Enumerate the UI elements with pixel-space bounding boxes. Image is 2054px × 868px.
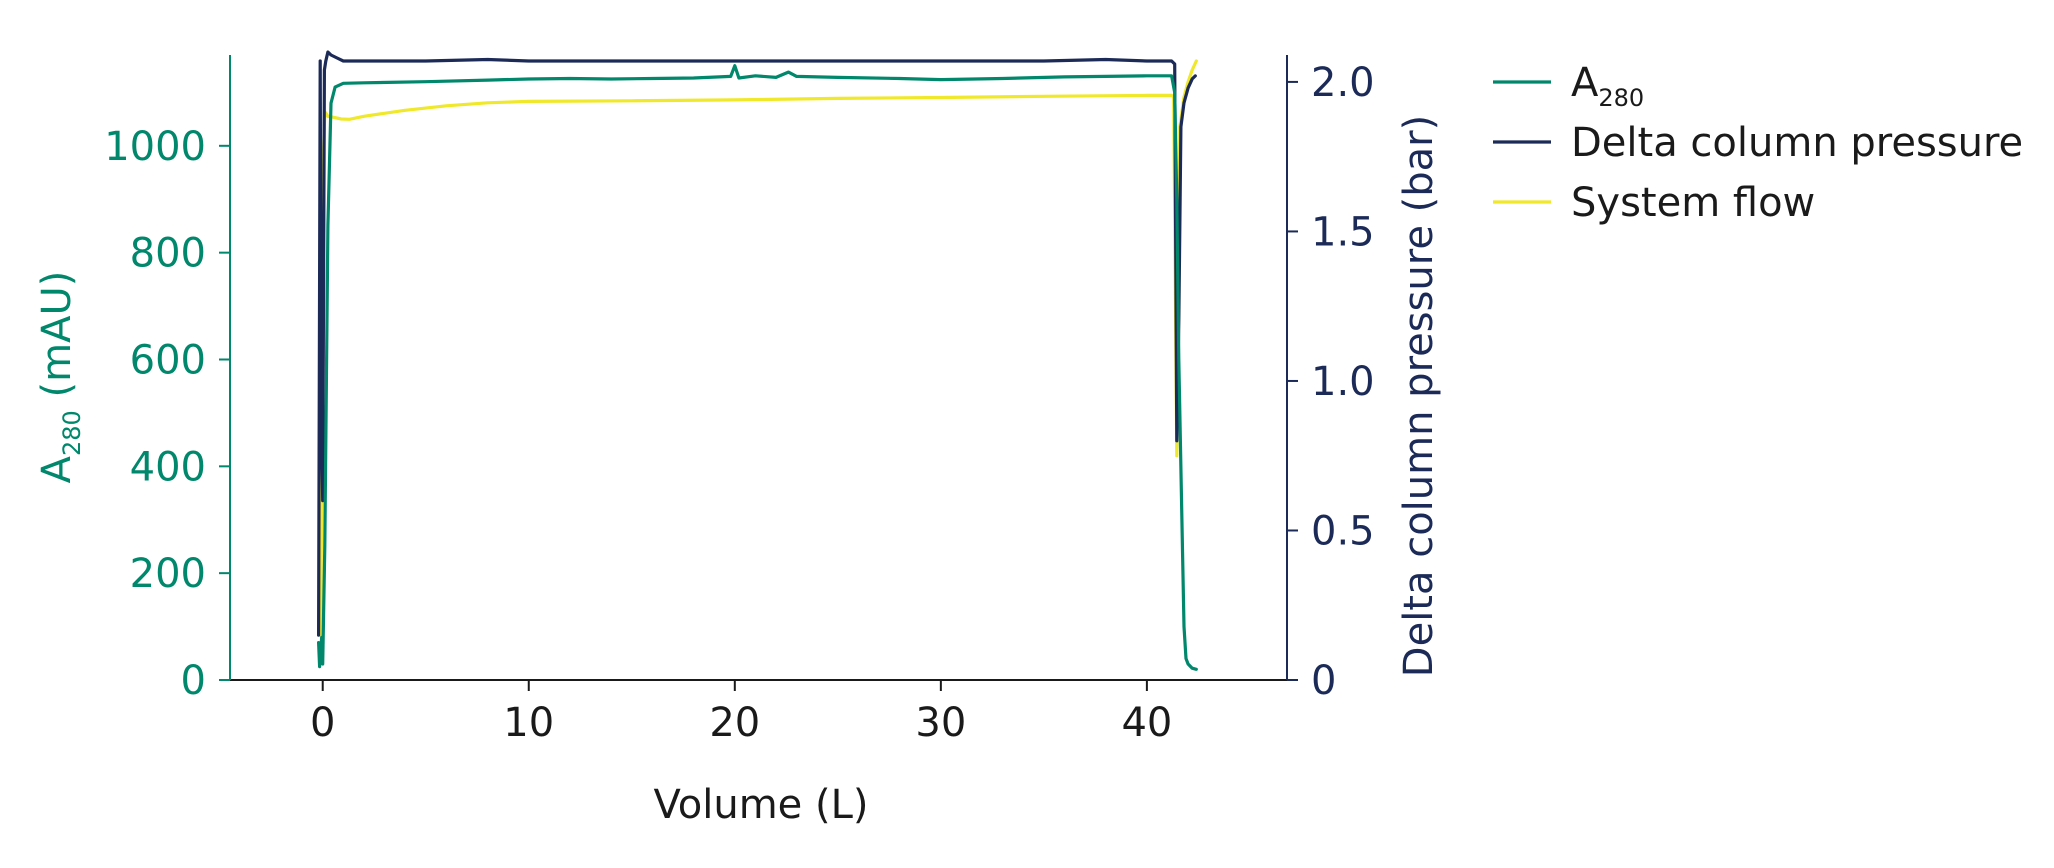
right-axis-title: Delta column pressure (bar) [1396,115,1442,677]
y-right-tick-label: 0 [1311,658,1336,704]
legend-label-main: Delta column pressure [1571,120,2023,166]
series-line-flow [319,59,1198,637]
x-axis-title: Volume (L) [654,782,869,828]
left-axis-title-rest: (mAU) [34,271,80,411]
legend-label-main: System flow [1571,180,1815,226]
left-axis-title-main: A [34,455,80,483]
y-left-tick-label: 600 [130,337,206,383]
x-tick-label: 20 [709,700,760,746]
left-axis-title: A280 (mAU) [34,271,86,484]
x-tick-label: 10 [503,700,554,746]
legend: A280 Delta column pressure System flow [1493,60,2023,226]
series-line-pressure [317,50,1197,637]
y-left-tick-label: 400 [130,444,206,490]
left-axis-title-sub: 280 [58,410,86,456]
y-left-tick-label: 1000 [104,124,206,170]
x-tick-label: 40 [1121,700,1172,746]
svg-text:A280 (mAU): A280 (mAU) [34,271,86,484]
x-tick-label: 0 [310,700,335,746]
axes-layer [229,55,1288,681]
legend-label-sub: 280 [1598,84,1644,112]
series-layer [317,50,1198,671]
legend-label-a280: A280 [1571,60,1644,112]
y-left-tick-label: 200 [130,551,206,597]
y-right-tick-label: 1.0 [1311,359,1375,405]
x-tick-label: 30 [915,700,966,746]
legend-label-pressure: Delta column pressure [1571,120,2023,166]
y-right-tick-label: 1.5 [1311,209,1375,255]
y-right-tick-label: 2.0 [1311,60,1375,106]
y-right-tick-label: 0.5 [1311,508,1375,554]
y-left-tick-label: 800 [130,231,206,277]
legend-label-flow: System flow [1571,180,1815,226]
y-left-tick-label: 0 [181,658,206,704]
series-line-a280 [317,64,1198,671]
legend-label-main: A [1571,60,1599,106]
